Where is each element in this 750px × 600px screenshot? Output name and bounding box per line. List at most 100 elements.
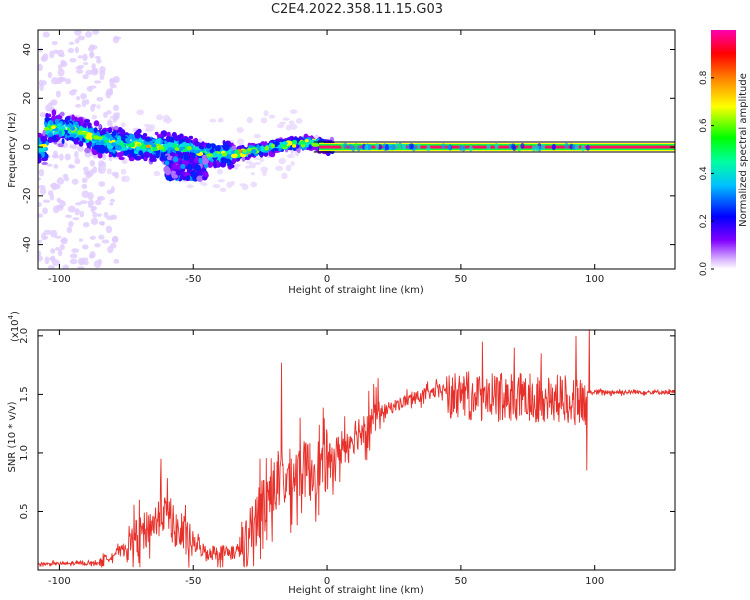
spectrogram-noise: [81, 244, 89, 250]
spectrogram-peak: [162, 143, 168, 147]
spectrogram-noise: [78, 238, 83, 242]
spectrogram-peak: [136, 143, 141, 147]
spectrogram-cell: [214, 145, 221, 152]
spectrogram-noise: [236, 163, 241, 167]
snr-x-tick-label: 0: [324, 576, 330, 587]
spectrogram-noise: [40, 232, 47, 241]
spectrogram-noise: [99, 75, 105, 80]
spectrogram-noise: [287, 153, 295, 159]
spectrogram-x-tick-label: 50: [455, 274, 468, 285]
spectrogram-cell: [80, 120, 84, 126]
spectrogram-noise: [80, 257, 89, 262]
spectrogram-noise: [282, 117, 290, 121]
spectrogram-noise: [278, 157, 287, 165]
spectrogram-noise: [90, 206, 95, 213]
carrier-bump: [364, 144, 369, 151]
spectrogram-cell: [249, 142, 256, 147]
spectrogram-noise: [77, 145, 84, 152]
spectrogram-noise: [79, 200, 88, 204]
spectrogram-noise: [69, 57, 77, 63]
spectrogram-cell: [182, 159, 190, 166]
spectrogram-noise: [167, 117, 172, 123]
spectrogram-noise: [64, 78, 72, 85]
spectrogram-noise: [96, 104, 101, 110]
carrier-bump: [552, 143, 557, 150]
spectrogram-x-ticks: -100 -50 0 50 100: [48, 30, 604, 285]
snr-x-tick-label: -50: [185, 576, 201, 587]
spectrogram-cell: [178, 169, 183, 174]
spectrogram-cell: [127, 153, 134, 158]
spectrogram-noise: [120, 168, 127, 175]
spectrogram-noise: [55, 247, 60, 251]
spectrogram-peak: [242, 149, 247, 153]
spectrogram-noise: [81, 190, 90, 199]
carrier-bump: [531, 145, 536, 152]
spectrogram-cell: [155, 151, 160, 159]
spectrogram-cell: [53, 134, 57, 141]
spectrogram-noise: [103, 111, 108, 119]
snr-exponent-close: ): [10, 311, 21, 315]
carrier-bump: [409, 143, 414, 150]
spectrogram-y-ticks: -40 -20 0 20 40: [22, 43, 675, 253]
spectrogram-noise: [254, 161, 261, 165]
spectrogram-cell: [186, 168, 193, 174]
carrier-bump: [534, 145, 539, 152]
spectrogram-noise: [91, 103, 97, 108]
spectrogram-noise: [113, 172, 120, 179]
spectrogram-noise: [295, 117, 303, 124]
spectrogram-noise: [290, 161, 295, 167]
spectrogram-noise: [71, 248, 80, 253]
spectrogram-cell: [83, 119, 91, 123]
spectrogram-noise: [99, 66, 106, 74]
carrier-bump: [585, 144, 590, 151]
spectrogram-peak: [157, 146, 165, 150]
carrier-bump: [581, 145, 586, 152]
spectrogram-cell: [190, 171, 197, 178]
spectrogram-peak: [115, 140, 122, 145]
spectrogram-noise: [57, 68, 65, 77]
spectrogram-cell: [59, 111, 65, 117]
snr-y-label: SNR (10 * v/v): [7, 401, 18, 472]
spectrogram-cell: [193, 140, 199, 147]
spectrogram-noise: [49, 193, 55, 201]
spectrogram-cell: [220, 157, 227, 164]
spectrogram-y-tick-label: -40: [22, 236, 33, 252]
spectrogram-noise: [62, 173, 69, 179]
spectrogram-cell: [42, 129, 46, 137]
spectrogram-noise: [39, 112, 47, 118]
spectrogram-noise: [120, 122, 126, 128]
spectrogram-cell: [224, 145, 230, 152]
spectrogram-noise: [105, 91, 112, 99]
svg-text:(x104): (x104): [7, 311, 21, 342]
spectrogram-cell: [93, 144, 98, 150]
spectrogram-noise: [58, 77, 67, 82]
spectrogram-noise: [38, 213, 44, 218]
colorbar: 0.0 0.2 0.4 0.6 0.8 Normalized spectral ampl…: [699, 30, 749, 276]
spectrogram-noise: [260, 117, 268, 124]
snr-exponent: (x104): [7, 311, 21, 342]
colorbar-ticks: 0.0 0.2 0.4 0.6 0.8: [699, 70, 714, 276]
spectrogram-cell: [169, 152, 176, 157]
spectrogram-noise: [49, 256, 55, 262]
spectrogram-noise: [77, 266, 85, 269]
spectrogram-cell: [209, 148, 215, 154]
spectrogram-noise: [106, 168, 112, 175]
spectrogram-y-tick-label: 0: [22, 144, 33, 150]
spectrogram-noise: [38, 255, 44, 262]
spectrogram-cell: [141, 135, 146, 140]
spectrogram-peak: [86, 132, 93, 137]
spectrogram-noise: [59, 153, 64, 161]
spectrogram-cell: [135, 145, 140, 152]
spectrogram-peak: [152, 146, 158, 152]
spectrogram-noise: [52, 150, 58, 158]
spectrogram-cell: [98, 144, 106, 151]
carrier-bump: [517, 145, 522, 152]
spectrogram-data: [38, 30, 675, 269]
spectrogram-noise: [94, 55, 101, 60]
spectrogram-peak: [300, 140, 308, 145]
spectrogram-cell: [198, 157, 204, 164]
spectrogram-cell: [97, 152, 103, 159]
spectrogram-noise: [81, 99, 87, 108]
spectrogram-noise: [60, 60, 68, 68]
snr-panel: -100 -50 0 50 100 0.5 1.0 1.5 2.0 Height of str…: [7, 311, 676, 596]
